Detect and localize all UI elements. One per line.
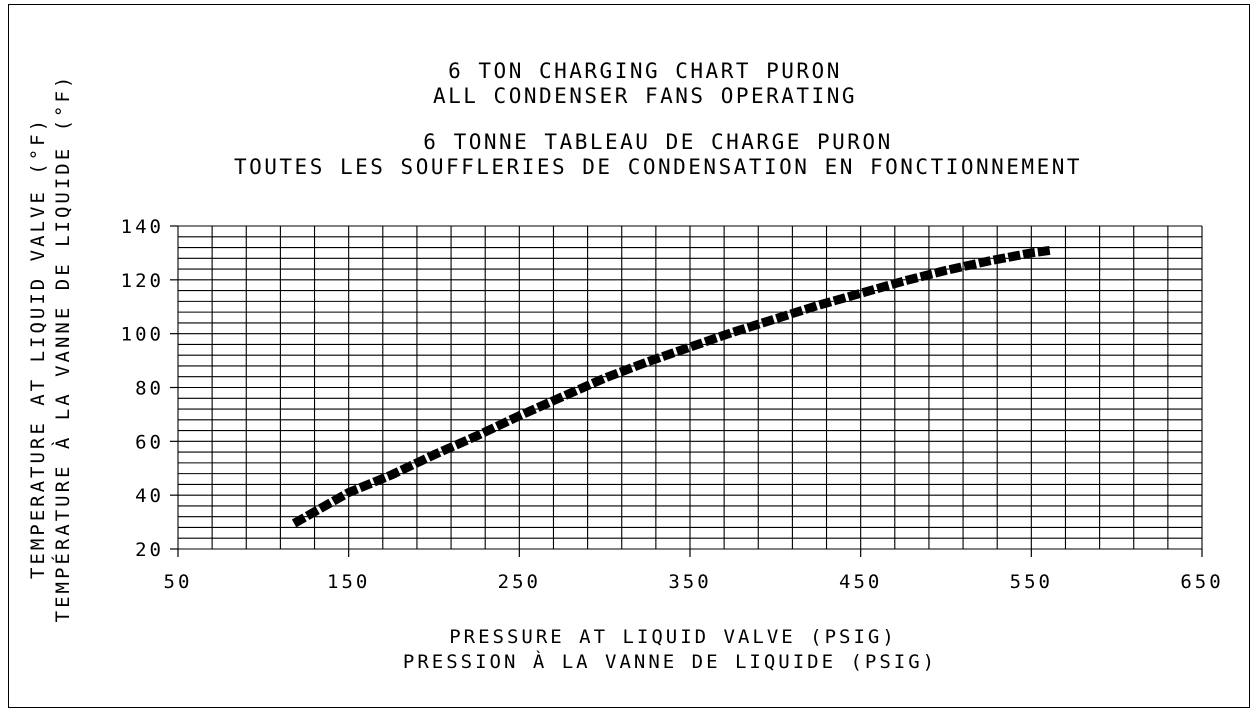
y-tick-label: 120 [121,270,164,292]
y-tick-label: 80 [135,378,164,400]
x-tick-label: 150 [327,571,370,593]
y-axis-label: TEMPERATURE AT LIQUID VALVE (°F) TEMPÉRA… [27,74,74,623]
y-tick-label: 60 [135,431,164,453]
x-axis-label: PRESSURE AT LIQUID VALVE (PSIG) PRESSION… [403,626,937,673]
y-tick-labels: 20 40 60 80 100 120 140 [121,216,164,561]
title-line-1: 6 TON CHARGING CHART PURON [448,59,842,83]
x-axis-label-line-1: PRESSURE AT LIQUID VALVE (PSIG) [449,626,897,648]
y-axis-label-line-1: TEMPERATURE AT LIQUID VALVE (°F) [27,117,49,579]
x-axis-label-line-2: PRESSION À LA VANNE DE LIQUIDE (PSIG) [403,650,937,673]
chart-grid [170,225,1203,557]
chart-frame [8,4,1250,708]
x-tick-label: 550 [1010,571,1053,593]
y-tick-label: 40 [135,485,164,507]
y-tick-label: 140 [121,216,164,238]
y-axis-label-line-2: TEMPÉRATURE À LA VANNE DE LIQUIDE (°F) [51,74,74,623]
chart-series [291,245,1053,528]
chart-title: 6 TON CHARGING CHART PURON ALL CONDENSER… [234,59,1082,179]
y-tick-label: 20 [135,539,164,561]
title-line-2: ALL CONDENSER FANS OPERATING [433,84,857,108]
x-tick-label: 50 [164,571,193,593]
x-tick-label: 350 [668,571,711,593]
title-line-4: TOUTES LES SOUFFLERIES DE CONDENSATION E… [234,155,1082,179]
x-tick-labels: 50 150 250 350 450 550 650 [164,571,1223,593]
title-line-3: 6 TONNE TABLEAU DE CHARGE PURON [423,130,892,154]
y-tick-label: 100 [121,324,164,346]
charging-curve [291,245,1053,528]
x-tick-label: 250 [498,571,541,593]
x-tick-label: 650 [1180,571,1223,593]
x-tick-label: 450 [839,571,882,593]
